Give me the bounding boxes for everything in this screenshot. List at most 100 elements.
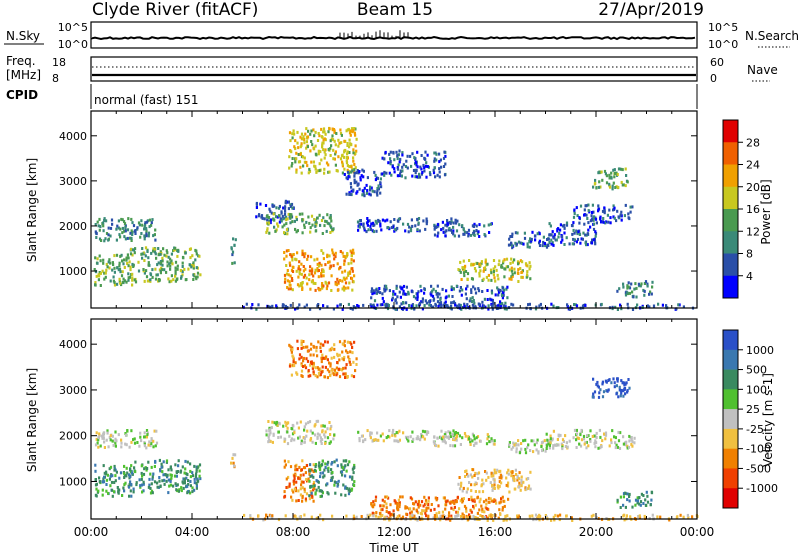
power-cell — [301, 155, 305, 159]
power-cell — [476, 262, 479, 265]
power-cell — [560, 240, 563, 244]
velocity-cell — [433, 514, 436, 517]
power-cell — [584, 241, 587, 245]
power-cell — [347, 271, 350, 275]
power-cell — [231, 253, 234, 257]
power-cell — [436, 300, 440, 304]
velocity-cell — [183, 479, 186, 483]
power-cell — [282, 217, 285, 221]
power-cell — [105, 268, 108, 272]
velocity-cell — [329, 427, 332, 431]
velocity-cell — [94, 469, 97, 473]
velocity-cell — [488, 500, 491, 504]
power-cell — [289, 283, 292, 287]
power-cell — [329, 154, 332, 157]
power-cell — [195, 266, 198, 270]
velocity-cell — [336, 483, 340, 486]
power-cell — [362, 224, 365, 228]
velocity-cell — [372, 505, 375, 509]
velocity-cell — [562, 440, 565, 443]
velocity-cell — [334, 370, 337, 374]
noise-right-tick-bottom: 10^0 — [708, 38, 738, 51]
power-cell — [511, 244, 514, 248]
noise-left-tick-top: 10^5 — [58, 21, 88, 34]
power-cell — [172, 278, 175, 282]
power-cell — [115, 253, 119, 257]
power-cell — [395, 286, 398, 290]
power-cell — [313, 134, 316, 138]
velocity-cell — [293, 487, 296, 491]
velocity-cell — [522, 480, 525, 484]
power-cell — [133, 251, 136, 255]
power-cell — [98, 254, 101, 258]
velocity-cell — [415, 508, 418, 512]
power-cell — [587, 228, 590, 232]
velocity-cell — [311, 366, 314, 370]
power-cell — [306, 257, 309, 261]
power-cell — [362, 169, 365, 173]
power-cell — [285, 254, 288, 258]
velocity-cell — [530, 439, 533, 443]
velocity-cell — [493, 471, 497, 475]
power-cell — [295, 218, 298, 222]
power-cell — [284, 205, 287, 209]
power-cell — [313, 271, 317, 275]
power-cell — [590, 241, 594, 245]
velocity-cell — [390, 512, 393, 516]
power-cell — [390, 226, 393, 229]
power-cell — [521, 275, 524, 279]
velocity-cell — [314, 433, 317, 437]
velocity-cell — [631, 440, 634, 443]
power-cell — [616, 209, 619, 213]
velocity-cell — [385, 436, 388, 440]
power-cell — [343, 150, 346, 154]
power-cell — [145, 229, 148, 233]
power-cell — [145, 269, 148, 273]
velocity-cell — [617, 439, 621, 443]
velocity-heatmap-cells — [94, 339, 699, 522]
power-cell — [284, 304, 287, 308]
power-cell — [97, 273, 100, 277]
power-cell — [527, 303, 530, 307]
power-cell — [303, 255, 306, 259]
power-cell — [587, 203, 590, 207]
velocity-cell — [423, 437, 426, 441]
power-cell — [142, 251, 145, 255]
velocity-cell — [164, 473, 167, 477]
velocity-cell — [608, 444, 611, 448]
power-cell — [526, 273, 529, 277]
power-cell — [350, 127, 354, 131]
power-cell — [436, 223, 439, 227]
velocity-cell — [394, 500, 397, 504]
velocity-cell — [493, 483, 496, 487]
power-cell — [352, 188, 355, 192]
velocity-cell — [348, 489, 351, 493]
power-cell — [351, 288, 354, 292]
velocity-cell — [301, 459, 304, 463]
velocity-cell — [146, 433, 149, 437]
velocity-cell — [163, 482, 166, 486]
velocity-cell — [189, 484, 192, 488]
power-cell — [442, 303, 445, 307]
power-cell — [124, 225, 127, 229]
velocity-cell — [113, 464, 116, 468]
power-cell — [510, 277, 513, 281]
power-cell — [624, 167, 627, 171]
velocity-cell — [446, 499, 449, 503]
power-cell — [302, 164, 305, 168]
velocity-cell — [379, 434, 382, 438]
power-cell — [418, 172, 421, 176]
velocity-cell — [96, 441, 99, 445]
velocity-cell — [409, 496, 412, 500]
power-cell — [298, 284, 301, 288]
velocity-cell — [476, 511, 479, 515]
velocity-cell — [477, 476, 480, 480]
power-cell — [196, 271, 200, 275]
power-cell — [391, 296, 394, 300]
power-cell — [94, 281, 97, 285]
power-cell — [400, 170, 403, 173]
power-cell — [643, 282, 646, 285]
power-cell — [576, 230, 579, 234]
velocity-cell — [458, 434, 461, 438]
